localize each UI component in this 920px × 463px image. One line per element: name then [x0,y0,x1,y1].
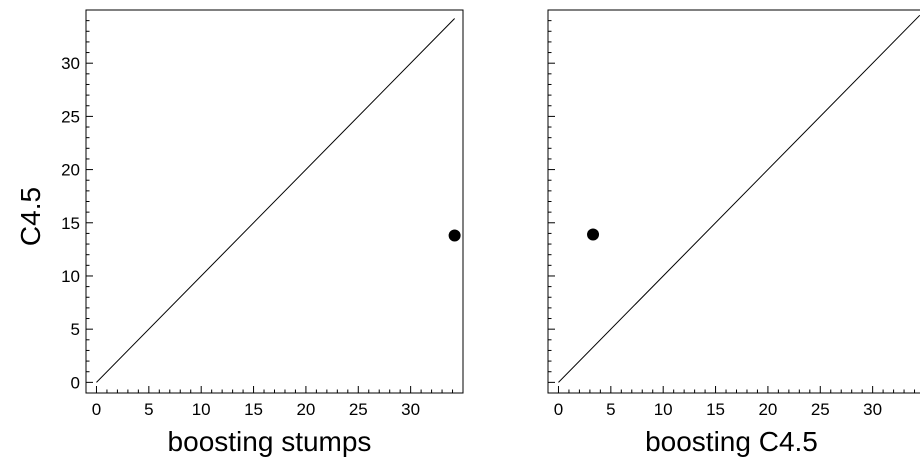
y-tick-label: 30 [61,54,80,73]
plot-frame [547,9,920,394]
y-tick-label: 15 [61,214,80,233]
x-tick-label: 15 [244,400,263,419]
x-tick-label: 25 [811,400,830,419]
y-tick-label: 10 [61,267,80,286]
left-scatter-panel: 0 5 10 15 20 25 30 0 5 10 15 20 25 30 boosting stumps C… [15,9,464,457]
x-axis-title: boosting stumps [168,426,372,457]
y-tick-label: 0 [71,373,80,392]
y-tick-label: 25 [61,107,80,126]
diagonal-reference-line [96,18,455,383]
x-tick-label: 10 [192,400,211,419]
x-tick-label: 30 [401,400,420,419]
x-tick-label: 25 [349,400,368,419]
x-tick-label: 5 [606,400,615,419]
y-tick-label: 5 [71,320,80,339]
x-tick-label: 30 [863,400,882,419]
x-tick-label: 10 [654,400,673,419]
diagonal-reference-line [558,14,920,383]
data-point [448,229,461,242]
x-tick-label: 5 [144,400,153,419]
x-tick-label: 0 [554,400,563,419]
x-tick-label: 20 [296,400,315,419]
x-axis-title: boosting C4.5 [645,426,818,457]
x-tick-label: 20 [758,400,777,419]
x-tick-label: 0 [92,400,101,419]
y-tick-label: 20 [61,161,80,180]
y-axis-title: C4.5 [15,187,46,246]
right-scatter-panel: 0 5 10 15 20 25 30 boosting C4.5 [547,9,920,457]
data-point [587,228,600,241]
x-tick-label: 15 [706,400,725,419]
